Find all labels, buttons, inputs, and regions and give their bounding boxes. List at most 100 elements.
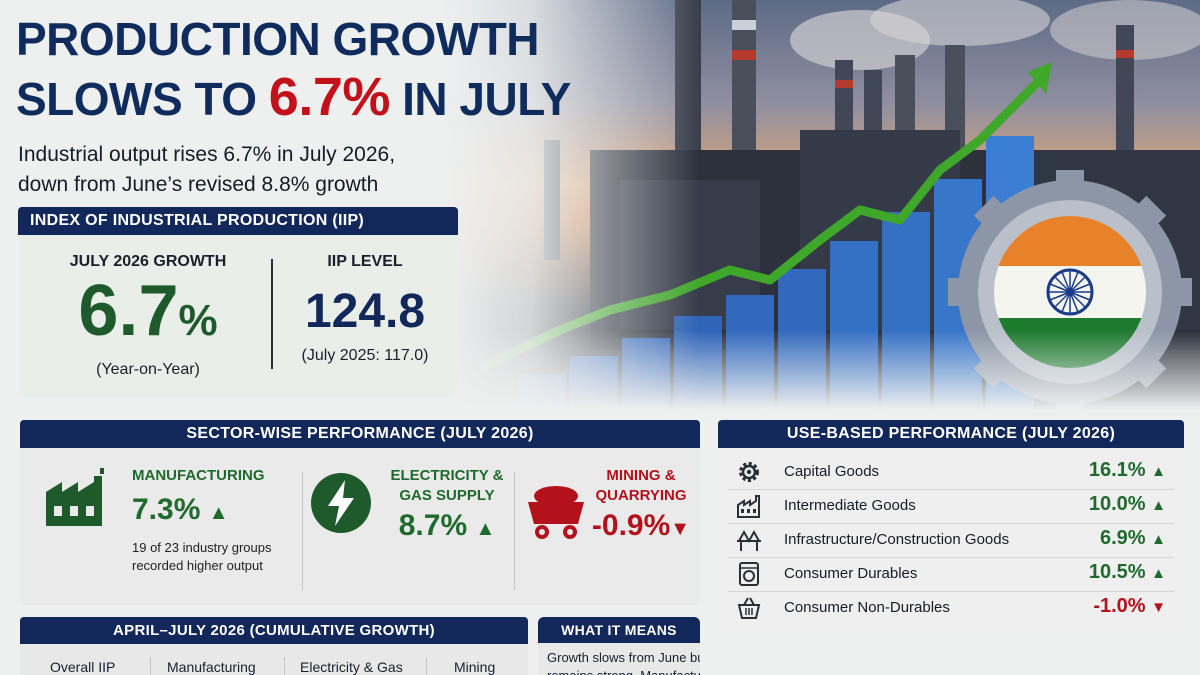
sector-value: 8.7% ▲ [386,506,508,549]
headline-suffix: IN JULY [389,73,571,125]
row-separator [728,489,1174,490]
row-separator [728,557,1174,558]
iip-divider [271,259,273,369]
gear-icon [739,462,759,482]
use-row-capital-goods: Capital Goods 16.1% ▲ [718,455,1184,489]
use-row-value-text: -1.0% [1093,595,1146,617]
gear-tooth [1168,278,1192,306]
use-row-name: Capital Goods [784,463,880,480]
cumulative-item-electricity: Electricity & Gas [300,659,403,675]
sector-name-line-1: ELECTRICITY & [390,467,504,484]
sector-note-line-2: recorded higher output [132,558,263,573]
cumulative-item-overall: Overall IIP [50,659,116,675]
use-row-name: Infrastructure/Construction Goods [784,531,1010,548]
subheadline: Industrial output rises 6.7% in July 202… [18,140,395,200]
up-arrow-icon: ▲ [1151,565,1166,582]
growth-value: 6.7% [38,271,258,361]
hero-fade-bottom [440,330,1200,410]
bridge-icon [737,529,761,551]
up-arrow-icon: ▲ [1151,497,1166,514]
iip-growth-column: JULY 2026 GROWTH 6.7% (Year-on-Year) [38,253,258,379]
down-arrow-icon: ▼ [670,518,691,540]
use-based-panel: USE-BASED PERFORMANCE (JULY 2026) Capita… [718,420,1184,630]
washing-machine-icon [739,562,759,586]
gear-tooth [973,195,1011,233]
sector-panel-header: SECTOR-WISE PERFORMANCE (JULY 2026) [20,420,700,448]
growth-unit: % [178,296,218,345]
headline: PRODUCTION GROWTH SLOWS TO 6.7% IN JULY [16,10,571,128]
headline-accent-value: 6.7% [268,67,391,127]
headline-line-1: PRODUCTION GROWTH [16,13,540,65]
sector-value: -0.9%▼ [588,506,694,549]
basket-icon [737,597,761,619]
use-row-value: 16.1% ▲ [1089,459,1166,482]
use-row-name: Consumer Durables [784,565,918,582]
use-row-value: 10.0% ▲ [1089,493,1166,516]
sector-value: 7.3% ▲ [132,490,271,533]
subheadline-line-2: down from June’s revised 8.8% growth [18,173,379,196]
sector-note-line-1: 19 of 23 industry groups [132,540,272,555]
what-it-means-line-1: Growth slows from June but [547,650,700,665]
sector-name: MANUFACTURING [132,467,265,484]
up-arrow-icon: ▲ [1151,463,1166,480]
growth-note: (Year-on-Year) [96,361,200,378]
sector-electricity: ELECTRICITY & GAS SUPPLY 8.7% ▲ [386,466,508,549]
level-value: 124.8 [304,285,426,338]
iip-level-column: IIP LEVEL 124.8 (July 2025: 117.0) [280,253,450,365]
cumulative-item-manufacturing: Manufacturing [167,659,256,675]
growth-number: 6.7 [78,271,179,351]
sector-divider [302,472,303,590]
use-based-panel-header: USE-BASED PERFORMANCE (JULY 2026) [718,420,1184,448]
use-row-consumer-durables: Consumer Durables 10.5% ▲ [718,557,1184,591]
level-label: IIP LEVEL [327,253,403,270]
use-row-intermediate-goods: Intermediate Goods 10.0% ▲ [718,489,1184,523]
factory-icon [46,468,104,526]
use-row-value-text: 6.9% [1099,527,1146,549]
cumulative-divider [150,657,151,675]
chimney-stripe [732,20,756,30]
sector-manufacturing: MANUFACTURING 7.3% ▲ 19 of 23 industry g… [132,466,271,575]
mine-cart-icon [528,486,584,539]
subheadline-line-1: Industrial output rises 6.7% in July 202… [18,143,396,166]
sector-value-text: 7.3% [132,493,201,526]
cumulative-panel: APRIL–JULY 2026 (CUMULATIVE GROWTH) Over… [20,617,528,675]
use-row-name: Intermediate Goods [784,497,916,514]
row-separator [728,523,1174,524]
gear-tooth [1129,195,1167,233]
sector-value-text: -0.9% [591,509,671,542]
sector-name: ELECTRICITY & GAS SUPPLY [386,466,508,506]
sector-panel: SECTOR-WISE PERFORMANCE (JULY 2026) MANU… [20,420,700,605]
use-row-name: Consumer Non-Durables [784,599,950,616]
use-row-value: -1.0% ▼ [1093,595,1166,618]
what-it-means-header: WHAT IT MEANS [538,617,700,643]
sector-value-text: 8.7% [398,509,468,542]
up-arrow-icon: ▲ [208,502,229,524]
what-it-means-line-2: remains strong. Manufacturing [547,667,700,675]
use-row-value-text: 10.0% [1088,493,1146,515]
use-row-value-text: 16.1% [1088,459,1146,481]
growth-label: JULY 2026 GROWTH [69,253,227,270]
chimney-stripe [1116,50,1134,58]
iip-panel: INDEX OF INDUSTRIAL PRODUCTION (IIP) JUL… [18,207,458,397]
gear-tooth [1056,170,1084,194]
cumulative-panel-header: APRIL–JULY 2026 (CUMULATIVE GROWTH) [20,617,528,644]
up-arrow-icon: ▲ [475,518,496,540]
iip-panel-header: INDEX OF INDUSTRIAL PRODUCTION (IIP) [18,207,458,235]
use-row-infrastructure-goods: Infrastructure/Construction Goods 6.9% ▲ [718,523,1184,557]
sector-name-line-1: MINING & [606,467,676,484]
headline-line-2: SLOWS TO 6.7% IN JULY [16,68,571,128]
chakra-spokes [1048,270,1092,314]
sector-note: 19 of 23 industry groups recorded higher… [132,539,271,575]
use-row-value-text: 10.5% [1088,561,1146,583]
lightning-icon [311,473,371,533]
sector-name: MINING & QUARRYING [588,466,694,506]
use-row-consumer-non-durables: Consumer Non-Durables -1.0% ▼ [718,591,1184,625]
sector-name-line-2: QUARRYING [595,487,687,504]
cumulative-divider [284,657,285,675]
use-row-value: 10.5% ▲ [1089,561,1166,584]
headline-prefix: SLOWS TO [16,73,269,125]
cumulative-item-mining: Mining [454,659,496,675]
chimney-stripe [835,80,853,88]
level-note: (July 2025: 117.0) [301,347,429,364]
trend-arrow-head [1028,62,1052,94]
